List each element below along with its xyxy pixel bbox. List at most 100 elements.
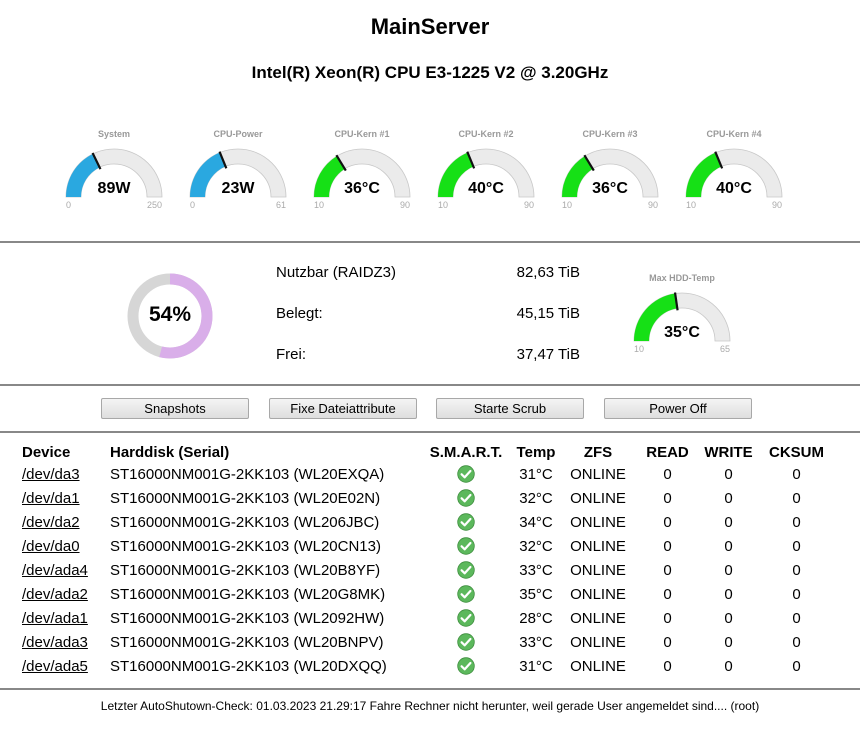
device-link[interactable]: /dev/da0 xyxy=(22,537,80,555)
read-errors-cell: 0 xyxy=(663,561,672,579)
harddisk-cell: ST16000NM001G-2KK103 (WL20E02N) xyxy=(110,489,381,507)
table-row: /dev/ada1 ST16000NM001G-2KK103 (WL2092HW)… xyxy=(18,606,838,630)
gauge-value: 35°C xyxy=(664,324,700,341)
table-row: /dev/ada2 ST16000NM001G-2KK103 (WL20G8MK)… xyxy=(18,582,838,606)
usable-label: Nutzbar (RAIDZ3) xyxy=(276,264,397,281)
gauge-arc xyxy=(189,148,287,198)
start-scrub-button[interactable]: Starte Scrub xyxy=(436,398,584,419)
power-off-button[interactable]: Power Off xyxy=(604,398,752,419)
gauge-needle xyxy=(673,292,679,311)
used-value: 45,15 TiB xyxy=(516,305,580,322)
harddisk-cell: ST16000NM001G-2KK103 (WL20G8MK) xyxy=(110,585,386,603)
gauge-max: 65 xyxy=(719,344,730,354)
gauge-fill xyxy=(314,156,345,197)
read-errors-cell: 0 xyxy=(663,465,672,483)
zfs-status-cell: ONLINE xyxy=(570,609,626,627)
status-footer: Letzter AutoShutown-Check: 01.03.2023 21… xyxy=(100,699,760,713)
read-errors-cell: 0 xyxy=(663,513,672,531)
gauge-2: CPU-Kern #1 36°C 10 90 xyxy=(310,127,414,217)
col-harddisk: Harddisk (Serial) xyxy=(110,443,230,461)
read-errors-cell: 0 xyxy=(663,633,672,651)
cksum-errors-cell: 0 xyxy=(792,657,801,675)
table-row: /dev/da3 ST16000NM001G-2KK103 (WL20EXQA) 3… xyxy=(18,462,838,486)
read-errors-cell: 0 xyxy=(663,585,672,603)
zfs-status-cell: ONLINE xyxy=(570,657,626,675)
usable-value: 82,63 TiB xyxy=(516,264,580,281)
temp-cell: 32°C xyxy=(519,537,553,555)
harddisk-cell: ST16000NM001G-2KK103 (WL20BNPV) xyxy=(110,633,384,651)
table-row: /dev/da2 ST16000NM001G-2KK103 (WL206JBC) 3… xyxy=(18,510,838,534)
check-circle-icon xyxy=(457,513,475,531)
gauge-arc xyxy=(65,148,163,198)
write-errors-cell: 0 xyxy=(724,609,733,627)
gauge-needle xyxy=(335,154,347,172)
smart-cell xyxy=(423,558,509,582)
zfs-status-cell: ONLINE xyxy=(570,585,626,603)
gauge-min: 10 xyxy=(562,200,573,210)
disk-table: Device Harddisk (Serial) S.M.A.R.T. Temp… xyxy=(18,442,838,678)
cksum-errors-cell: 0 xyxy=(792,561,801,579)
harddisk-cell: ST16000NM001G-2KK103 (WL20EXQA) xyxy=(110,465,385,483)
write-errors-cell: 0 xyxy=(724,585,733,603)
device-link[interactable]: /dev/ada4 xyxy=(22,561,88,579)
smart-cell xyxy=(423,534,509,558)
smart-cell xyxy=(423,582,509,606)
check-circle-icon xyxy=(457,537,475,555)
gauge-fill xyxy=(190,152,226,197)
gauge-3: CPU-Kern #2 40°C 10 90 xyxy=(434,127,538,217)
gauge-1: CPU-Power 23W 0 61 xyxy=(186,127,290,217)
device-link[interactable]: /dev/da2 xyxy=(22,513,80,531)
snapshots-button[interactable]: Snapshots xyxy=(101,398,249,419)
cksum-errors-cell: 0 xyxy=(792,633,801,651)
temp-cell: 31°C xyxy=(519,465,553,483)
gauge-value: 40°C xyxy=(468,180,504,197)
read-errors-cell: 0 xyxy=(663,489,672,507)
gauge-value: 40°C xyxy=(716,180,752,197)
gauge-0: System 89W 0 250 xyxy=(62,127,166,217)
device-link[interactable]: /dev/ada5 xyxy=(22,657,88,675)
zfs-status-cell: ONLINE xyxy=(570,633,626,651)
gauge-value: 36°C xyxy=(344,180,380,197)
device-link[interactable]: /dev/ada3 xyxy=(22,633,88,651)
device-cell: /dev/da3 xyxy=(18,462,110,486)
storage-percent: 54% xyxy=(148,303,192,326)
gauge-fill xyxy=(562,156,593,197)
gauge-arc xyxy=(685,148,783,198)
gauge-value: 89W xyxy=(97,180,131,197)
gauge-fill xyxy=(66,153,100,197)
smart-cell xyxy=(423,630,509,654)
gauge-needle xyxy=(91,152,102,170)
temp-cell: 31°C xyxy=(519,657,553,675)
gauge-max: 250 xyxy=(146,200,162,210)
col-write: WRITE xyxy=(704,443,753,461)
cksum-errors-cell: 0 xyxy=(792,465,801,483)
device-link[interactable]: /dev/da3 xyxy=(22,465,80,483)
gauge-5: CPU-Kern #4 40°C 10 90 xyxy=(682,127,786,217)
check-circle-icon xyxy=(457,561,475,579)
table-row: /dev/da0 ST16000NM001G-2KK103 (WL20CN13) 3… xyxy=(18,534,838,558)
device-cell: /dev/da0 xyxy=(18,534,110,558)
zfs-status-cell: ONLINE xyxy=(570,537,626,555)
gauge-max: 61 xyxy=(275,200,286,210)
device-link[interactable]: /dev/da1 xyxy=(22,489,80,507)
device-link[interactable]: /dev/ada2 xyxy=(22,585,88,603)
device-link[interactable]: /dev/ada1 xyxy=(22,609,88,627)
write-errors-cell: 0 xyxy=(724,633,733,651)
device-cell: /dev/da1 xyxy=(18,486,110,510)
gauge-max: 90 xyxy=(771,200,782,210)
gauge-arc xyxy=(437,148,535,198)
check-circle-icon xyxy=(457,633,475,651)
gauge-fill xyxy=(634,293,678,341)
gauge-max: 90 xyxy=(399,200,410,210)
gauge-needle xyxy=(583,154,595,172)
col-read: READ xyxy=(646,443,689,461)
hdd-temp-gauge: Max HDD-Temp 35°C 10 65 xyxy=(630,271,734,361)
write-errors-cell: 0 xyxy=(724,465,733,483)
read-errors-cell: 0 xyxy=(663,537,672,555)
zfs-status-cell: ONLINE xyxy=(570,513,626,531)
fix-attributes-button[interactable]: Fixe Dateiattribute xyxy=(269,398,417,419)
check-circle-icon xyxy=(457,465,475,483)
gauge-min: 10 xyxy=(634,344,645,354)
gauge-min: 10 xyxy=(314,200,325,210)
check-circle-icon xyxy=(457,657,475,675)
